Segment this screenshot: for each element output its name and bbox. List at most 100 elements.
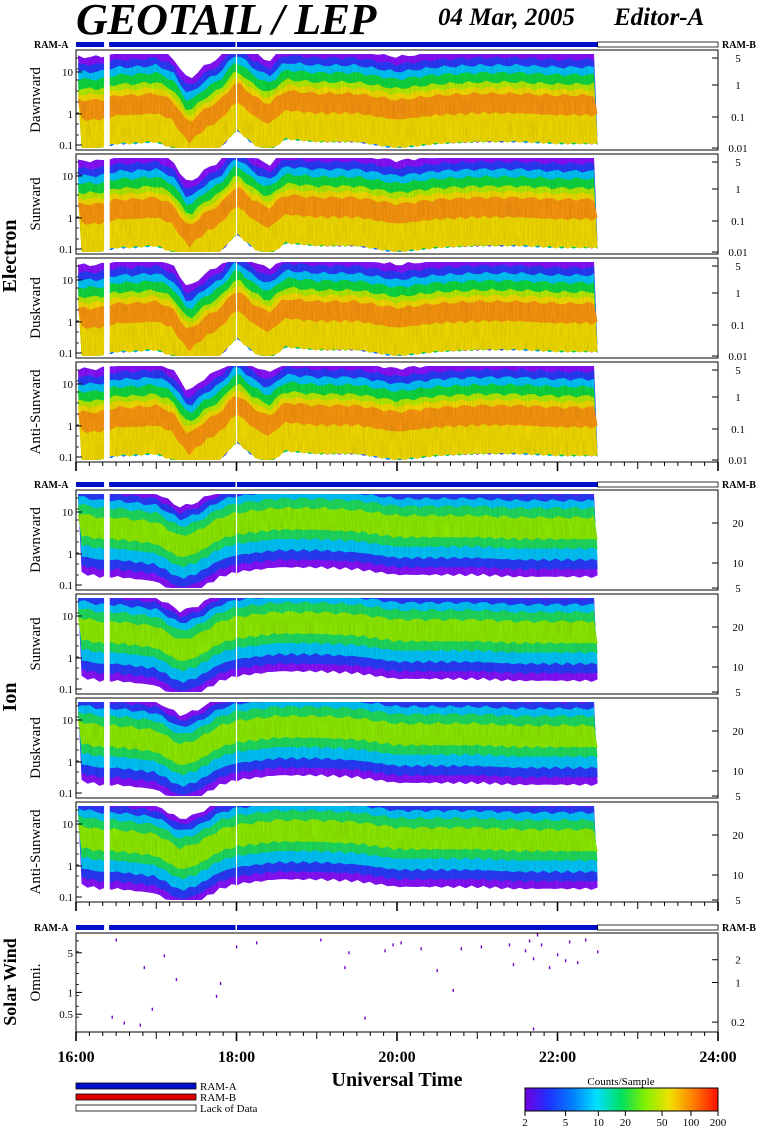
panel-frame: 10 1 0.1 20 10 5 Duskward [28, 697, 745, 803]
solar-wind-point [111, 1015, 113, 1019]
legend-label: RAM-A [200, 1081, 237, 1093]
solar-wind-point [512, 963, 515, 967]
ram-gap [104, 925, 110, 930]
group-label: Ion [0, 683, 21, 712]
solar-wind-point [420, 947, 422, 951]
panel-frame: 5 1 0.5 2 1 0.2 Omni. [28, 932, 745, 1033]
ram-gap [104, 482, 110, 487]
colorbar-title: Counts/Sample [587, 1076, 654, 1088]
panel-frame: 10 1 0.1 20 10 5 Sunward [28, 593, 744, 699]
ion-band [78, 705, 598, 776]
solar-wind-point [348, 951, 350, 955]
panel-label: Duskward [28, 277, 44, 339]
panel-frame: 10 1 0.1 5 1 0.1 0.01 Duskward [28, 257, 748, 363]
right-tick-label: 1 [735, 288, 741, 300]
solar-wind-point [163, 954, 166, 958]
left-tick-label: 1 [68, 861, 74, 873]
ram-a-label: RAM-A [34, 480, 69, 491]
electron-spectrogram [78, 52, 598, 150]
time-ticks [75, 1032, 719, 1041]
left-tick-label: 10 [62, 507, 74, 519]
right-tick-label: 5 [735, 791, 741, 803]
ram-a-label: RAM-A [34, 40, 69, 51]
ram-gap [235, 925, 237, 930]
colorbar-tick-label: 2 [522, 1117, 528, 1128]
ion-band [78, 601, 598, 672]
right-tick-label: 1 [735, 392, 741, 404]
ion-spectrogram [78, 596, 598, 694]
solar-wind-point [123, 1021, 125, 1025]
right-tick-label: 20 [733, 726, 745, 738]
group-label: Solar Wind [0, 938, 20, 1026]
data-gap [104, 364, 110, 462]
right-tick-label: 1 [735, 80, 741, 92]
solar-wind-point [568, 940, 571, 944]
ram-b-label: RAM-B [722, 923, 756, 934]
ram-bar: RAM-A RAM-B [34, 40, 756, 51]
data-gap [104, 804, 110, 902]
ion-band [78, 818, 598, 869]
solar-wind-point [548, 966, 551, 970]
right-tick-label: 5 [735, 53, 741, 65]
data-gap [104, 52, 110, 150]
colorbar-tick-label: 5 [563, 1117, 569, 1128]
panel-border [75, 257, 719, 359]
left-tick-label: 10 [62, 379, 74, 391]
solar-wind-point [597, 950, 599, 954]
panel-border [75, 697, 719, 799]
solar-wind-point [255, 941, 258, 945]
solar-wind-point [215, 994, 218, 998]
colorbar [524, 1087, 719, 1112]
ram-bar: RAM-A RAM-B [34, 923, 756, 934]
colorbar-tick-label: 20 [620, 1117, 632, 1128]
electron-band [78, 187, 598, 248]
solar-wind-point [528, 939, 531, 943]
solar-wind-point [480, 945, 483, 949]
right-tick-label: 0.01 [728, 143, 747, 155]
right-tick-label: 0.1 [731, 320, 745, 332]
solar-wind-point [460, 947, 462, 951]
ion-spectrogram [78, 804, 598, 902]
solar-wind-point [576, 961, 579, 965]
ion-band [78, 809, 598, 880]
right-tick-label: 5 [735, 687, 741, 699]
colorbar-tick-label: 100 [683, 1117, 700, 1128]
right-tick-label: 0.2 [731, 1017, 745, 1029]
left-tick-label: 1 [68, 653, 74, 665]
legend-swatch [75, 1104, 197, 1112]
left-tick-label: 10 [62, 611, 74, 623]
right-tick-label: 5 [735, 895, 741, 907]
solar-wind-point [584, 938, 587, 942]
colorbar-tick-label: 50 [657, 1117, 669, 1128]
panel-frame: 10 1 0.1 20 10 5 Dawnward [28, 489, 744, 595]
right-tick-label: 10 [733, 766, 745, 778]
left-tick-label: 0.1 [59, 140, 73, 152]
ram-gap [235, 482, 237, 487]
left-tick-label: 0.1 [59, 684, 73, 696]
solar-wind-point [508, 943, 511, 947]
lack-of-data-segment [597, 41, 719, 48]
solar-wind-point [524, 949, 527, 953]
solar-wind-point [219, 981, 222, 985]
ram-bar: RAM-A RAM-B [34, 480, 756, 491]
right-tick-label: 0.1 [731, 216, 745, 228]
left-tick-label: 1 [68, 317, 74, 329]
solar-wind-point [320, 938, 322, 942]
left-tick-label: 0.1 [59, 580, 73, 592]
legend-swatch [75, 1082, 197, 1090]
ram-a-label: RAM-A [34, 923, 69, 934]
x-axis-title: Universal Time [332, 1069, 463, 1091]
ram-a-segment [76, 925, 598, 930]
electron-band [78, 292, 598, 352]
panel-label: Omni. [28, 964, 44, 1002]
ram-b-label: RAM-B [722, 480, 756, 491]
left-tick-label: 1 [68, 109, 74, 121]
panel-border [75, 593, 719, 695]
left-tick-label: 10 [62, 275, 74, 287]
electron-spectrogram [78, 260, 598, 358]
left-tick-label: 10 [62, 819, 74, 831]
panel-label: Anti-Sunward [28, 809, 44, 894]
ion-band [78, 714, 598, 765]
solar-wind-point [143, 966, 146, 970]
